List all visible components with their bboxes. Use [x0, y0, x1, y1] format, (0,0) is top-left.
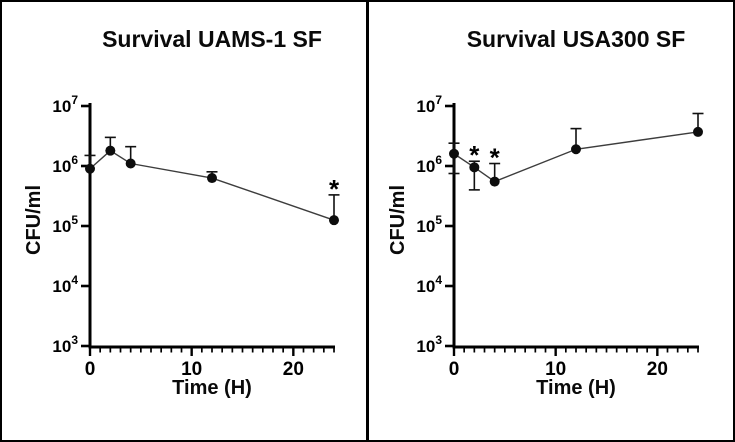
- data-point: [489, 176, 500, 187]
- x-tick-label: 20: [647, 359, 668, 380]
- sig-asterisk: *: [490, 143, 501, 173]
- survival-plot-uams1: 103 104 105 106 107 0 10 20 *: [52, 93, 340, 380]
- chart-title-uams1: Survival UAMS-1 SF: [102, 26, 322, 52]
- y-tick-label: 103: [416, 333, 442, 356]
- panel-divider: [366, 2, 369, 440]
- data-point: [105, 145, 116, 156]
- data-point: [693, 126, 704, 137]
- panel-uams1: Survival UAMS-1 SF CFU/ml Time (H) 103 10…: [4, 4, 365, 440]
- x-tick-label: 10: [545, 359, 566, 380]
- y-tick-label: 106: [416, 153, 442, 176]
- data-point: [469, 162, 480, 173]
- y-tick-label: 104: [52, 273, 78, 296]
- chart-title-usa300: Survival USA300 SF: [466, 26, 686, 52]
- survival-plot-usa300: 103 104 105 106 107 0 10 20 * *: [416, 93, 704, 380]
- y-tick-label: 105: [52, 213, 78, 236]
- data-point: [449, 148, 459, 159]
- y-tick-label: 104: [416, 273, 442, 296]
- y-tick-label: 106: [52, 153, 78, 176]
- y-tick-label: 105: [416, 213, 442, 236]
- data-point: [571, 144, 582, 155]
- sig-asterisk: *: [469, 140, 480, 170]
- panel-usa300: Survival USA300 SF CFU/ml Time (H) 103 10…: [368, 4, 733, 440]
- sig-asterisk: *: [329, 174, 340, 204]
- x-axis-label-usa300: Time (H): [536, 377, 616, 399]
- x-tick-label: 10: [181, 359, 202, 380]
- x-axis-label-uams1: Time (H): [172, 377, 252, 399]
- x-tick-label: 0: [85, 359, 96, 380]
- x-tick-label: 20: [283, 359, 304, 380]
- data-point: [207, 173, 218, 184]
- x-tick-label: 0: [449, 359, 460, 380]
- y-tick-label: 107: [52, 93, 78, 116]
- data-point: [125, 158, 136, 169]
- y-tick-label: 103: [52, 333, 78, 356]
- y-tick-label: 107: [416, 93, 442, 116]
- data-point: [85, 163, 95, 174]
- data-point: [329, 215, 340, 226]
